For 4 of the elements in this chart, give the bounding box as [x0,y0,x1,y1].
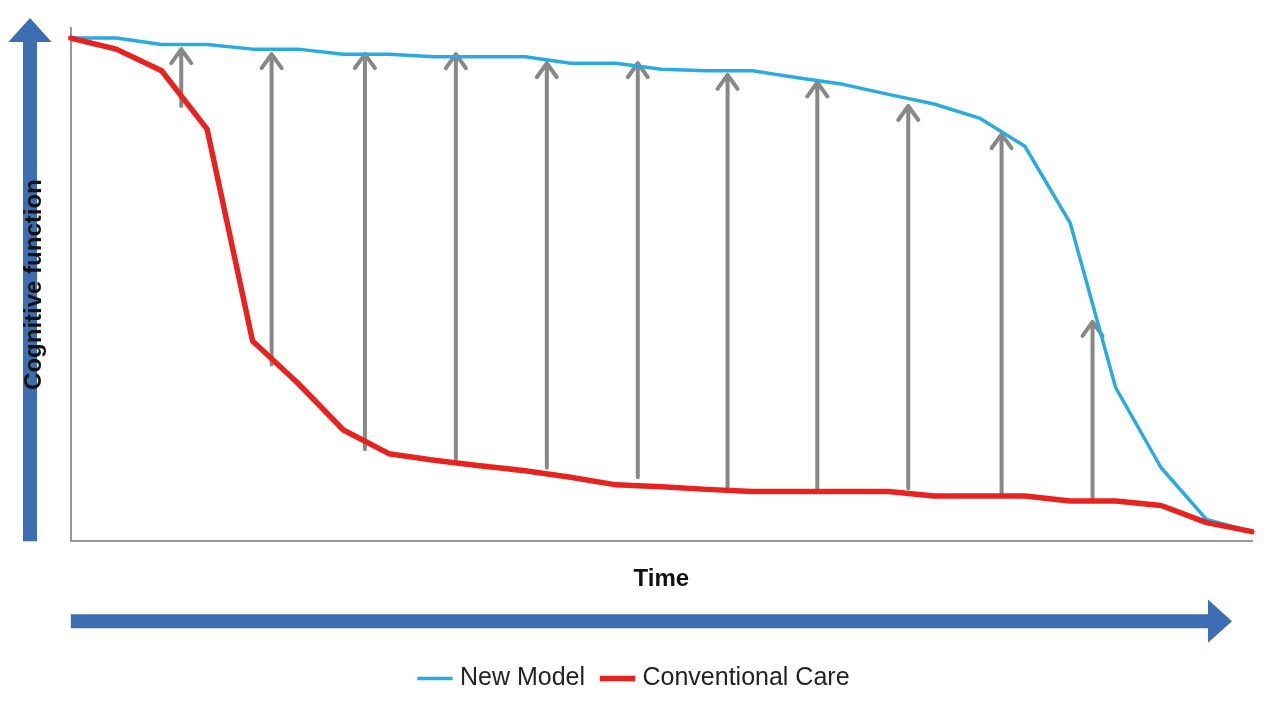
x-axis-title: Time [633,564,690,592]
legend-label: Conventional Care [642,662,850,691]
y-axis-title: Cognitive function [19,179,47,390]
legend-label: New Model [459,662,585,691]
